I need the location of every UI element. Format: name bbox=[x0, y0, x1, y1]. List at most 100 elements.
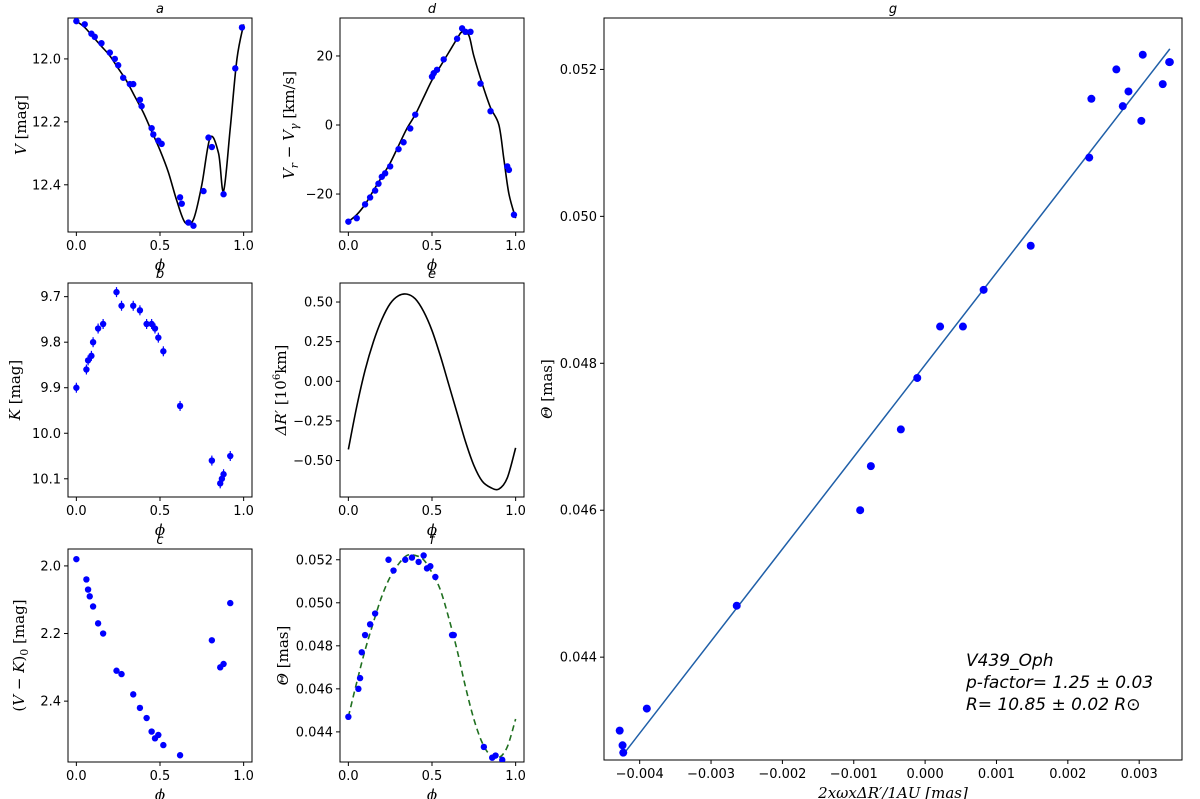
data-point bbox=[345, 713, 352, 721]
y-tick-label: 9.9 bbox=[40, 381, 61, 396]
x-tick-label: 0.5 bbox=[422, 239, 443, 254]
y-tick-label: 2.4 bbox=[40, 695, 61, 710]
x-tick-label: 0.5 bbox=[150, 239, 171, 254]
data-point bbox=[86, 593, 93, 600]
data-point bbox=[94, 325, 102, 332]
series-layer bbox=[345, 25, 518, 225]
y-tick-label: 0.00 bbox=[304, 375, 333, 390]
data-point bbox=[130, 80, 137, 88]
data-point bbox=[642, 704, 651, 713]
data-point bbox=[83, 366, 90, 373]
data-point bbox=[155, 334, 162, 341]
data-point bbox=[118, 302, 125, 309]
data-point bbox=[84, 586, 92, 593]
data-point bbox=[220, 660, 227, 668]
data-point bbox=[1138, 50, 1147, 59]
data-point bbox=[492, 752, 499, 759]
data-point bbox=[111, 55, 119, 63]
data-point bbox=[158, 140, 165, 148]
y-tick-label: 0.050 bbox=[296, 596, 333, 611]
data-point bbox=[220, 471, 227, 478]
p-factor-text: p-factor= 1.25 ± 0.03 bbox=[965, 673, 1153, 693]
data-point bbox=[477, 80, 484, 87]
panel-title: g bbox=[889, 2, 897, 17]
data-point bbox=[1118, 102, 1127, 111]
data-point bbox=[1137, 116, 1146, 125]
y-tick-label: 9.8 bbox=[40, 336, 61, 351]
data-point bbox=[138, 102, 145, 110]
data-point bbox=[345, 218, 352, 225]
data-point bbox=[371, 187, 379, 194]
data-point bbox=[114, 62, 122, 69]
data-point bbox=[366, 194, 374, 201]
data-point bbox=[412, 111, 419, 118]
y-axis-label: Θ [mas] bbox=[274, 626, 292, 686]
y-tick-label: 0.052 bbox=[560, 63, 597, 78]
panel-b: b 0.0 0.5 1.0 9.7 9.8 9.9 10.0 10.1 ϕ K [mag] bbox=[6, 267, 254, 539]
model-curve bbox=[347, 293, 517, 491]
y-tick-label: 0.044 bbox=[296, 725, 333, 740]
panel-title: e bbox=[428, 267, 436, 282]
data-point bbox=[160, 741, 167, 749]
y-tick-label: 2.2 bbox=[40, 627, 61, 642]
data-point bbox=[200, 187, 207, 195]
data-point bbox=[99, 630, 107, 637]
data-point bbox=[499, 756, 506, 762]
series-layer bbox=[347, 293, 517, 491]
data-point bbox=[113, 667, 120, 674]
data-point bbox=[176, 194, 184, 201]
data-point bbox=[450, 631, 457, 639]
data-point bbox=[94, 620, 102, 627]
data-point bbox=[232, 65, 239, 72]
y-axis-label: Vr − Vγ [km/s] bbox=[280, 71, 301, 179]
x-tick-label: 1.0 bbox=[505, 769, 526, 784]
y-tick-label: 0.050 bbox=[560, 210, 597, 225]
data-point bbox=[402, 556, 409, 563]
radius-text: R= 10.85 ± 0.02 R⊙ bbox=[966, 695, 1141, 715]
data-point bbox=[913, 373, 922, 382]
data-point bbox=[487, 107, 494, 115]
panel-g: g −0.004 −0.003 −0.002 −0.001 0.000 0.001 0.002… bbox=[538, 2, 1183, 799]
data-point bbox=[89, 603, 97, 610]
data-point bbox=[427, 563, 434, 570]
series-layer bbox=[73, 555, 234, 759]
panel-e: e 0.0 0.5 1.0 −0.50 −0.25 0.00 0.25 0.50 ϕ ΔR′ [10… bbox=[272, 267, 526, 539]
data-point bbox=[148, 728, 155, 735]
data-point bbox=[205, 134, 212, 141]
data-point bbox=[896, 425, 905, 434]
data-point bbox=[98, 39, 105, 47]
data-point bbox=[395, 145, 402, 153]
x-tick-label: 0.001 bbox=[978, 767, 1015, 782]
x-tick-label: 1.0 bbox=[505, 239, 526, 254]
panel-a: a 0.0 0.5 1.0 12.0 12.2 12.4 ϕ V [mag] bbox=[12, 2, 254, 274]
data-point bbox=[220, 191, 227, 198]
panel-title: a bbox=[156, 2, 164, 17]
fit-line bbox=[621, 48, 1171, 757]
data-point bbox=[510, 211, 518, 218]
data-point bbox=[432, 573, 439, 581]
y-tick-label: 10.0 bbox=[32, 427, 61, 442]
data-point bbox=[936, 322, 945, 331]
x-axis-label: ϕ bbox=[155, 786, 165, 799]
x-tick-label: 0.0 bbox=[66, 504, 87, 519]
data-point bbox=[120, 74, 127, 81]
star-name: V439_Oph bbox=[966, 651, 1054, 671]
data-point bbox=[358, 649, 365, 656]
data-point bbox=[356, 674, 364, 682]
data-point bbox=[143, 320, 150, 328]
y-tick-label: 12.0 bbox=[32, 52, 61, 67]
data-point bbox=[118, 670, 125, 678]
data-point bbox=[84, 357, 92, 364]
data-point bbox=[390, 567, 397, 574]
data-point bbox=[148, 320, 155, 328]
y-tick-label: 0.052 bbox=[296, 553, 333, 568]
data-point bbox=[408, 554, 416, 561]
data-point bbox=[505, 166, 513, 174]
x-tick-label: 0.002 bbox=[1049, 767, 1086, 782]
x-tick-label: −0.002 bbox=[758, 767, 806, 782]
series-layer bbox=[73, 18, 246, 229]
x-tick-label: 0.5 bbox=[422, 504, 443, 519]
data-point bbox=[185, 219, 192, 226]
data-point bbox=[381, 170, 389, 177]
y-tick-label: 9.7 bbox=[40, 290, 61, 305]
